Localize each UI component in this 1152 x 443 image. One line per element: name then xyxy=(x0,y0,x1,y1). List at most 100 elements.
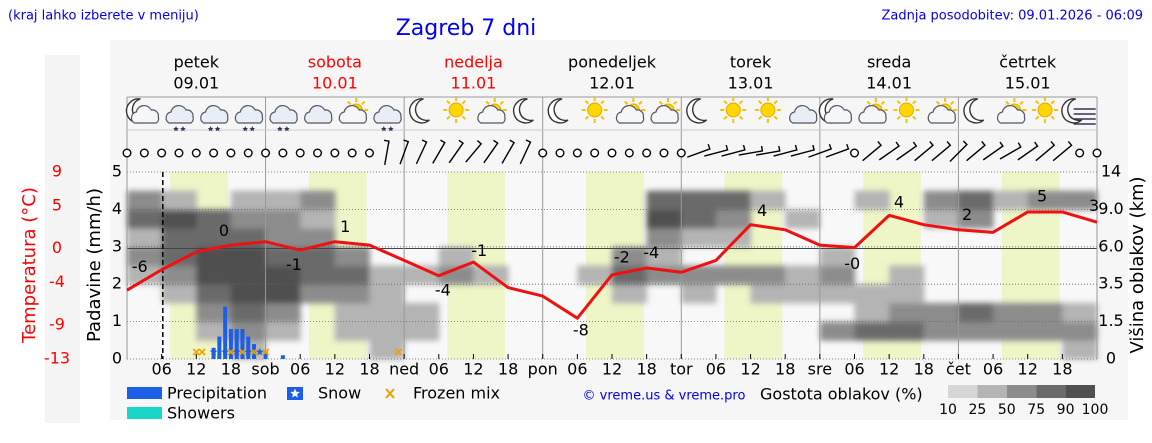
icon-snow xyxy=(277,126,290,132)
wind-calm xyxy=(174,148,184,158)
wind-calm xyxy=(157,148,167,158)
cloud-cell xyxy=(404,302,440,323)
cloud-cell xyxy=(230,265,267,285)
icon-sun xyxy=(898,102,914,118)
cloud-cell xyxy=(196,228,232,248)
cloud-cell xyxy=(854,284,890,304)
icon-cloud xyxy=(200,104,229,124)
cloud-cell xyxy=(750,284,786,304)
cloud-cell xyxy=(334,321,370,341)
x-tick-label: 18 xyxy=(775,360,795,379)
icon-cloud xyxy=(823,104,853,124)
snow-marker xyxy=(209,348,218,356)
icon-ray xyxy=(912,100,917,105)
wind-barb xyxy=(999,142,1022,160)
cloud-cell xyxy=(889,302,925,323)
temperature-line xyxy=(126,210,1098,320)
icon-ray xyxy=(773,115,778,120)
wind-calm xyxy=(624,148,634,158)
icon-moon xyxy=(512,98,534,124)
temp-label: 4 xyxy=(894,192,904,211)
y-tick-label: 0 xyxy=(112,349,122,368)
icon-ray xyxy=(723,100,728,105)
icon-snow xyxy=(242,126,256,132)
day-date: 10.01 xyxy=(312,74,358,93)
cloud-cell xyxy=(265,302,301,323)
cloud-cell xyxy=(161,190,197,210)
icon-cloud xyxy=(130,104,160,124)
temp-label: -1 xyxy=(471,241,487,260)
icon-ray xyxy=(361,100,366,106)
cloud-cell xyxy=(230,190,267,210)
temp-label: -0 xyxy=(844,254,860,273)
y3-tick-label: 14 xyxy=(1101,162,1121,181)
cloud-cell xyxy=(958,209,994,229)
day-name: sreda xyxy=(867,53,911,72)
icon-ray xyxy=(738,100,744,105)
icon-ray xyxy=(866,100,871,106)
temp-label: -4 xyxy=(435,281,451,300)
cloud-cell xyxy=(854,190,890,210)
cloud-cell xyxy=(923,302,959,323)
wind-barb xyxy=(931,141,952,162)
wind-barb xyxy=(825,143,850,158)
day-name: torek xyxy=(730,53,772,72)
weather-icon xyxy=(927,98,958,124)
wind-barb xyxy=(1035,141,1056,162)
weather-icon xyxy=(304,104,333,124)
y-tick-label: 5 xyxy=(112,162,122,181)
wind-calm xyxy=(555,148,565,158)
icon-sun xyxy=(587,102,603,118)
day-date: 12.01 xyxy=(589,74,635,93)
icon-ray xyxy=(346,100,352,106)
cloud-cell xyxy=(127,246,163,266)
cloud-cell xyxy=(646,246,682,266)
snow-marker xyxy=(221,348,229,356)
wind-barb xyxy=(790,144,815,157)
x-tick-label: 18 xyxy=(1052,360,1072,379)
day-date: 15.01 xyxy=(1005,74,1051,93)
temp-label: 2 xyxy=(962,205,972,224)
cloud-legend-title: Gostota oblakov (%) xyxy=(760,385,923,404)
frozen-mix-marker xyxy=(198,348,206,356)
wind-calm xyxy=(1092,148,1102,158)
cloud-cell xyxy=(265,190,301,210)
updated: Zadnja posodobitev: 09.01.2026 - 06:09 xyxy=(881,9,1143,24)
x-tick-label: 06 xyxy=(706,360,726,379)
cloud-cell xyxy=(300,284,336,304)
cloud-cell xyxy=(889,284,925,304)
weather-icon xyxy=(477,98,507,124)
legend-label: Snow xyxy=(318,384,361,403)
x-tick-label: 06 xyxy=(151,360,171,379)
icon-ray xyxy=(950,100,955,106)
y3-tick-label: 1.5 xyxy=(1098,311,1123,330)
icon-ray xyxy=(757,115,763,120)
cloud-cell xyxy=(265,321,301,341)
cloud-cell xyxy=(300,246,336,266)
cloud-cell xyxy=(819,265,855,285)
temp-label: -2 xyxy=(614,247,630,266)
weather-icon xyxy=(338,98,369,124)
frozen-mix-marker xyxy=(250,348,258,356)
cloud-cell xyxy=(196,302,232,323)
icon-ray xyxy=(461,100,467,105)
cloud-cell xyxy=(127,209,163,229)
cloud-cell xyxy=(750,265,786,285)
y-tick-label: 4 xyxy=(112,199,122,218)
day-name: četrtek xyxy=(999,53,1057,72)
weather-icon xyxy=(650,98,680,124)
x-tick-label: 12 xyxy=(463,360,483,379)
cloud-cell xyxy=(612,284,648,304)
precip-bar xyxy=(280,355,285,359)
wind-barb xyxy=(519,139,532,165)
wind-barb xyxy=(465,140,483,163)
cloud-cell xyxy=(265,209,301,229)
frozen-mix-marker xyxy=(238,348,247,356)
cloud-legend-label: 90 xyxy=(1057,402,1075,418)
temp-label: 5 xyxy=(1037,186,1047,205)
wind-barb xyxy=(501,139,516,164)
icon-ray xyxy=(446,115,451,120)
cloud-legend-label: 100 xyxy=(1082,402,1109,418)
icon-ray xyxy=(624,100,629,106)
